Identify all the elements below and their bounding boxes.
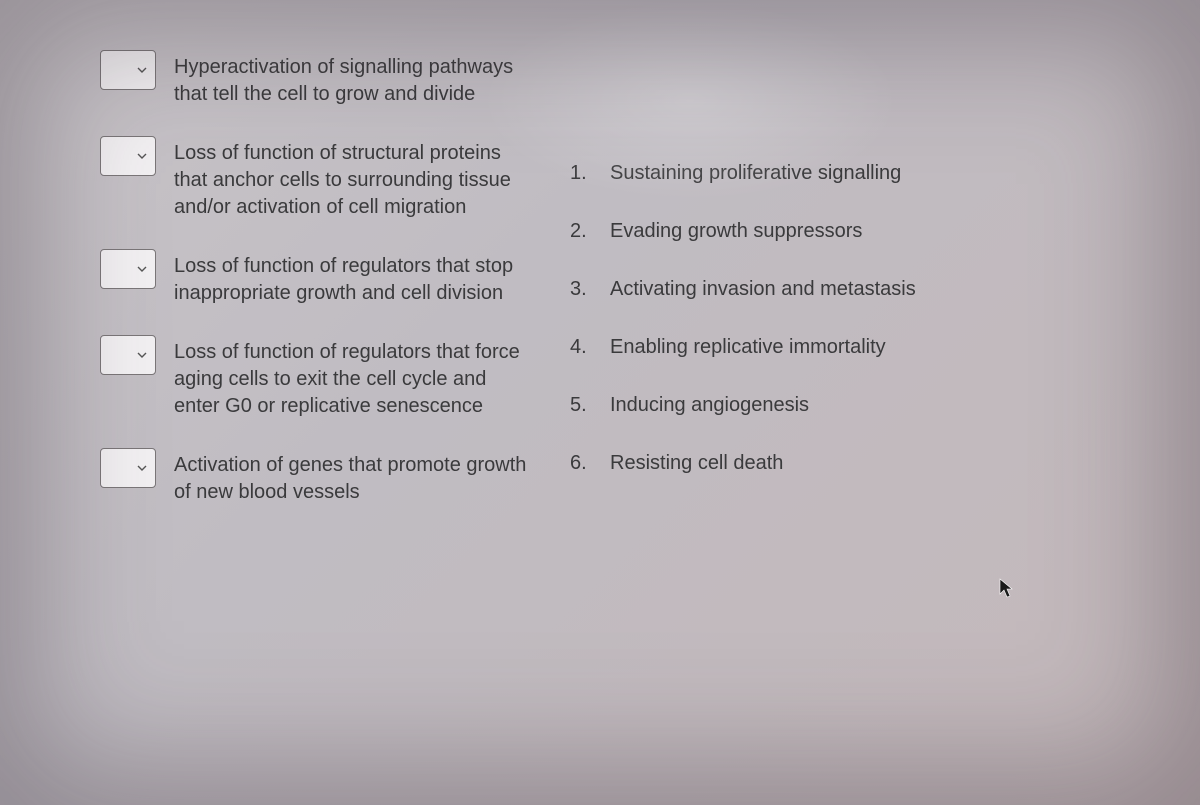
answer-option: 2. Evading growth suppressors — [570, 218, 1050, 244]
chevron-down-icon — [137, 350, 147, 360]
prompt-text: Loss of function of regulators that forc… — [174, 335, 530, 420]
answer-dropdown-1[interactable] — [100, 50, 156, 90]
answer-dropdown-3[interactable] — [100, 249, 156, 289]
mouse-cursor-icon — [999, 578, 1015, 600]
match-row: Activation of genes that promote growth … — [100, 448, 530, 506]
prompt-text: Loss of function of structural proteins … — [174, 136, 530, 221]
answer-label: Sustaining proliferative signalling — [610, 160, 901, 186]
answer-label: Inducing angiogenesis — [610, 392, 809, 418]
prompt-text: Hyperactivation of signalling pathways t… — [174, 50, 530, 108]
answer-dropdown-4[interactable] — [100, 335, 156, 375]
answer-label: Enabling replicative immortality — [610, 334, 886, 360]
answer-number: 6. — [570, 450, 594, 476]
answer-dropdown-2[interactable] — [100, 136, 156, 176]
answer-option: 5. Inducing angiogenesis — [570, 392, 1050, 418]
answer-number: 2. — [570, 218, 594, 244]
answer-number: 3. — [570, 276, 594, 302]
match-row: Loss of function of regulators that stop… — [100, 249, 530, 307]
prompt-text: Loss of function of regulators that stop… — [174, 249, 530, 307]
answer-option: 3. Activating invasion and metastasis — [570, 276, 1050, 302]
answer-number: 5. — [570, 392, 594, 418]
answer-option: 1. Sustaining proliferative signalling — [570, 160, 1050, 186]
matching-question: Hyperactivation of signalling pathways t… — [100, 50, 1120, 506]
chevron-down-icon — [137, 264, 147, 274]
chevron-down-icon — [137, 151, 147, 161]
prompt-text: Activation of genes that promote growth … — [174, 448, 530, 506]
answers-column: 1. Sustaining proliferative signalling 2… — [570, 50, 1050, 506]
prompts-column: Hyperactivation of signalling pathways t… — [100, 50, 530, 506]
chevron-down-icon — [137, 463, 147, 473]
match-row: Hyperactivation of signalling pathways t… — [100, 50, 530, 108]
answer-label: Resisting cell death — [610, 450, 783, 476]
answer-number: 1. — [570, 160, 594, 186]
answer-dropdown-5[interactable] — [100, 448, 156, 488]
answer-label: Evading growth suppressors — [610, 218, 862, 244]
chevron-down-icon — [137, 65, 147, 75]
match-row: Loss of function of regulators that forc… — [100, 335, 530, 420]
match-row: Loss of function of structural proteins … — [100, 136, 530, 221]
answer-option: 4. Enabling replicative immortality — [570, 334, 1050, 360]
answer-label: Activating invasion and metastasis — [610, 276, 916, 302]
answer-option: 6. Resisting cell death — [570, 450, 1050, 476]
answer-list: 1. Sustaining proliferative signalling 2… — [570, 160, 1050, 476]
answer-number: 4. — [570, 334, 594, 360]
